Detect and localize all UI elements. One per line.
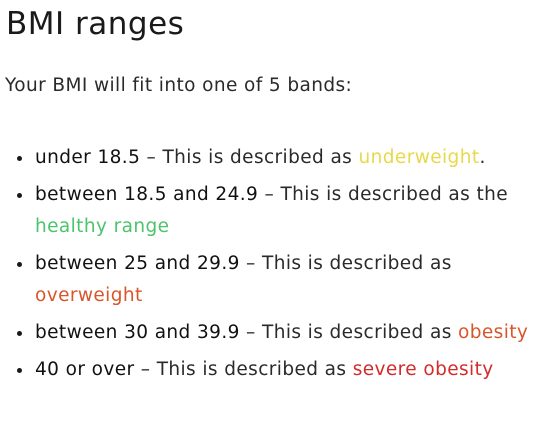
band-range: between 18.5 and 24.9 — [35, 184, 259, 205]
band-category: underweight — [358, 147, 480, 168]
band-suffix: . — [479, 147, 486, 168]
band-connector: – This is described as — [239, 253, 452, 274]
bullet-dot — [17, 193, 22, 198]
bullet-dot — [17, 156, 22, 161]
page-heading: BMI ranges — [6, 6, 185, 42]
band-range: between 30 and 39.9 — [35, 322, 240, 343]
intro-text: Your BMI will fit into one of 5 bands: — [5, 75, 353, 96]
bullet-dot — [17, 262, 22, 267]
band-category: overweight — [35, 285, 143, 306]
band-category: healthy range — [35, 216, 170, 237]
band-connector: – This is described as the — [258, 184, 509, 205]
band-connector: – This is described as — [134, 359, 353, 380]
band-connector: – This is described as — [239, 322, 459, 343]
bmi-band-obesity: between 30 and 39.9 – This is described … — [0, 317, 560, 349]
band-range: between 25 and 29.9 — [35, 253, 240, 274]
bmi-band-overweight: between 25 and 29.9 – This is described … — [0, 248, 560, 312]
bmi-band-healthy: between 18.5 and 24.9 – This is describe… — [0, 179, 560, 243]
bmi-band-severe-obesity: 40 or over – This is described as severe… — [0, 354, 560, 386]
bmi-band-underweight: under 18.5 – This is described as underw… — [0, 142, 560, 174]
bullet-dot — [17, 368, 22, 373]
bullet-dot — [17, 331, 22, 336]
band-category: severe obesity — [352, 359, 494, 380]
band-connector: – This is described as — [140, 147, 359, 168]
band-range: under 18.5 — [35, 147, 141, 168]
band-range: 40 or over — [35, 359, 135, 380]
bmi-band-list: under 18.5 – This is described as underw… — [0, 142, 560, 391]
band-category: obesity — [458, 322, 529, 343]
